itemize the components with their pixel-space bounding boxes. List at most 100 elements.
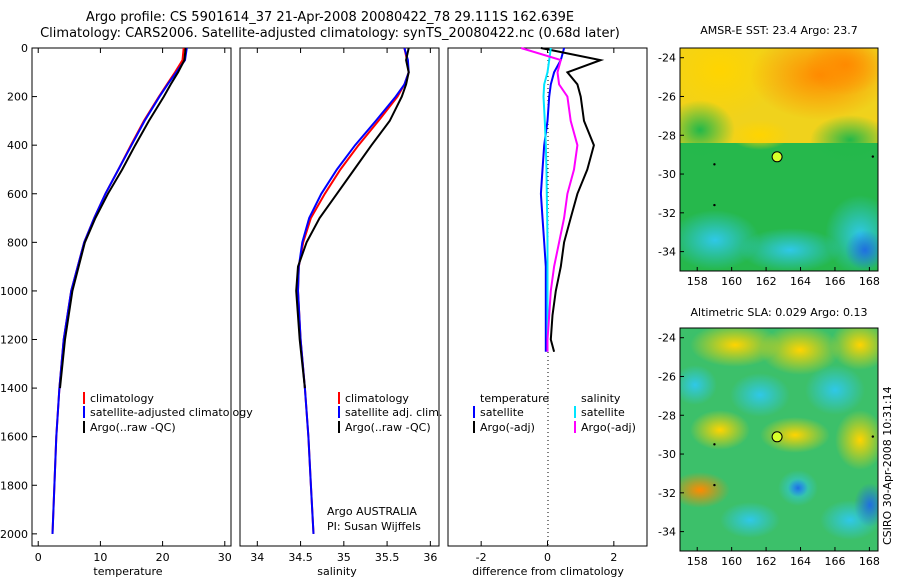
float-position-dot <box>713 443 716 446</box>
y-tick-label: 400 <box>7 139 28 152</box>
sla-map-frame <box>679 327 879 552</box>
sla-markers-group <box>713 431 875 487</box>
series-line-0 <box>296 47 410 534</box>
y-tick-label: 1000 <box>0 285 28 298</box>
sst-patch <box>810 115 878 165</box>
y-tick-label: -32 <box>658 487 676 500</box>
x-tick-label: 34 <box>250 551 264 564</box>
series-line-1 <box>51 47 188 534</box>
page-title: Argo profile: CS 5901614_37 21-Apr-2008 … <box>30 10 630 42</box>
difference-xlabel: difference from climatology <box>472 565 624 578</box>
series-line-1 <box>296 47 410 534</box>
legend-label-satellite: satellite adj. clim. <box>345 406 442 419</box>
credits-line-2: PI: Susan Wijffels <box>327 520 421 533</box>
temperature-axes-frame <box>31 47 232 547</box>
series-line-3 <box>520 47 579 352</box>
sst-markers-group <box>713 151 875 207</box>
y-tick-label: 1200 <box>0 334 28 347</box>
y-tick-label: -24 <box>658 332 676 345</box>
x-tick-label: 162 <box>756 555 777 568</box>
float-position-dot <box>871 435 875 438</box>
x-tick-label: 164 <box>790 275 811 288</box>
difference-series-group <box>520 47 605 352</box>
sst-patch <box>845 230 878 270</box>
x-tick-label: 158 <box>687 275 708 288</box>
argo-location-marker <box>771 431 783 443</box>
legend-label-argo: Argo(..raw -QC) <box>345 421 431 434</box>
title-line-2: Climatology: CARS2006. Satellite-adjuste… <box>40 26 620 41</box>
y-tick-label: -34 <box>658 246 676 259</box>
sla-patch <box>835 410 878 470</box>
sla-patch <box>720 502 780 538</box>
float-position-dot <box>871 155 875 158</box>
sst-patch <box>680 100 735 160</box>
difference-panel: -2 0 2 difference from climatology tempera… <box>447 47 648 578</box>
float-position-dot <box>713 483 716 487</box>
x-tick-label: 36 <box>423 551 437 564</box>
float-position-dot <box>713 163 716 166</box>
salinity-series-group <box>295 47 410 534</box>
sla-patch <box>690 328 780 367</box>
y-tick-label: 200 <box>7 91 28 104</box>
x-tick-label: 166 <box>824 555 845 568</box>
y-tick-label: 1800 <box>0 479 28 492</box>
sla-patch <box>680 365 717 405</box>
sst-map-title: AMSR-E SST: 23.4 Argo: 23.7 <box>700 24 858 37</box>
x-tick-label: 160 <box>721 275 742 288</box>
sla-patch <box>690 410 750 450</box>
y-tick-label: -30 <box>658 448 676 461</box>
y-tick-label: -34 <box>658 526 676 539</box>
difference-legend: temperature salinity satellite Argo(-adj… <box>473 392 636 434</box>
legend-label-argo: Argo(..raw -QC) <box>90 421 176 434</box>
y-tick-label: -24 <box>658 52 676 65</box>
sla-ticks-group: 158 160 162 164 166 168 -24 -26 -28 -30 -32 -34 <box>658 332 880 568</box>
y-tick-label: -28 <box>658 409 676 422</box>
sst-patch <box>680 210 760 270</box>
legend-label-climatology: climatology <box>345 392 409 405</box>
y-tick-label: -30 <box>658 168 676 181</box>
sla-map-panel: Altimetric SLA: 0.029 Argo: 0.13 158 160 1… <box>658 306 880 568</box>
temperature-panel: 0 10 20 30 0 200 400 600 800 1000 1200 1400 1600 1800… <box>0 42 253 578</box>
salinity-panel: 34 34.5 35 35.5 36 salinity climatology sate… <box>239 47 442 578</box>
temperature-legend: climatology satellite-adjusted climatolo… <box>83 392 253 434</box>
sla-patch <box>830 328 878 370</box>
sla-map-title: Altimetric SLA: 0.029 Argo: 0.13 <box>690 306 867 319</box>
legend-label-temp-argo: Argo(-adj) <box>480 421 535 434</box>
legend-label-sal-satellite: satellite <box>581 406 625 419</box>
salinity-axes-frame <box>239 47 440 547</box>
x-tick-label: 30 <box>218 551 232 564</box>
x-tick-label: -2 <box>476 551 487 564</box>
sla-patch <box>680 472 730 508</box>
x-tick-label: 2 <box>610 551 617 564</box>
series-line-2 <box>542 47 552 352</box>
temperature-series-group <box>51 47 188 534</box>
y-tick-label: 800 <box>7 236 28 249</box>
sst-heatmap-field <box>680 48 878 271</box>
legend-header-salinity: salinity <box>581 392 621 405</box>
x-tick-label: 35.5 <box>375 551 400 564</box>
x-tick-label: 10 <box>93 551 107 564</box>
credits-line-1: Argo AUSTRALIA <box>327 505 417 518</box>
sst-ticks-group: 158 160 162 164 166 168 -24 -26 -28 -30 -32 -34 <box>658 52 880 288</box>
x-tick-label: 158 <box>687 555 708 568</box>
y-tick-label: 600 <box>7 188 28 201</box>
salinity-xlabel: salinity <box>317 565 357 578</box>
sla-patch <box>854 483 878 527</box>
x-tick-label: 164 <box>790 555 811 568</box>
temperature-ticks-group: 0 10 20 30 0 200 400 600 800 1000 1200 1400 1600 1800… <box>0 42 232 564</box>
legend-header-temperature: temperature <box>480 392 549 405</box>
x-tick-label: 160 <box>721 555 742 568</box>
y-tick-label: 1600 <box>0 431 28 444</box>
x-tick-label: 35 <box>337 551 351 564</box>
sla-patch <box>805 365 865 415</box>
sst-patch <box>740 228 840 271</box>
sst-map-frame <box>679 47 879 272</box>
y-tick-label: 1400 <box>0 382 28 395</box>
difference-ticks-group: -2 0 2 <box>476 48 617 564</box>
series-line-2 <box>59 47 187 389</box>
temperature-xlabel: temperature <box>93 565 162 578</box>
float-position-dot <box>713 203 716 207</box>
legend-label-climatology: climatology <box>90 392 154 405</box>
sst-map-panel: AMSR-E SST: 23.4 Argo: 23.7 158 160 162 164… <box>658 24 880 288</box>
